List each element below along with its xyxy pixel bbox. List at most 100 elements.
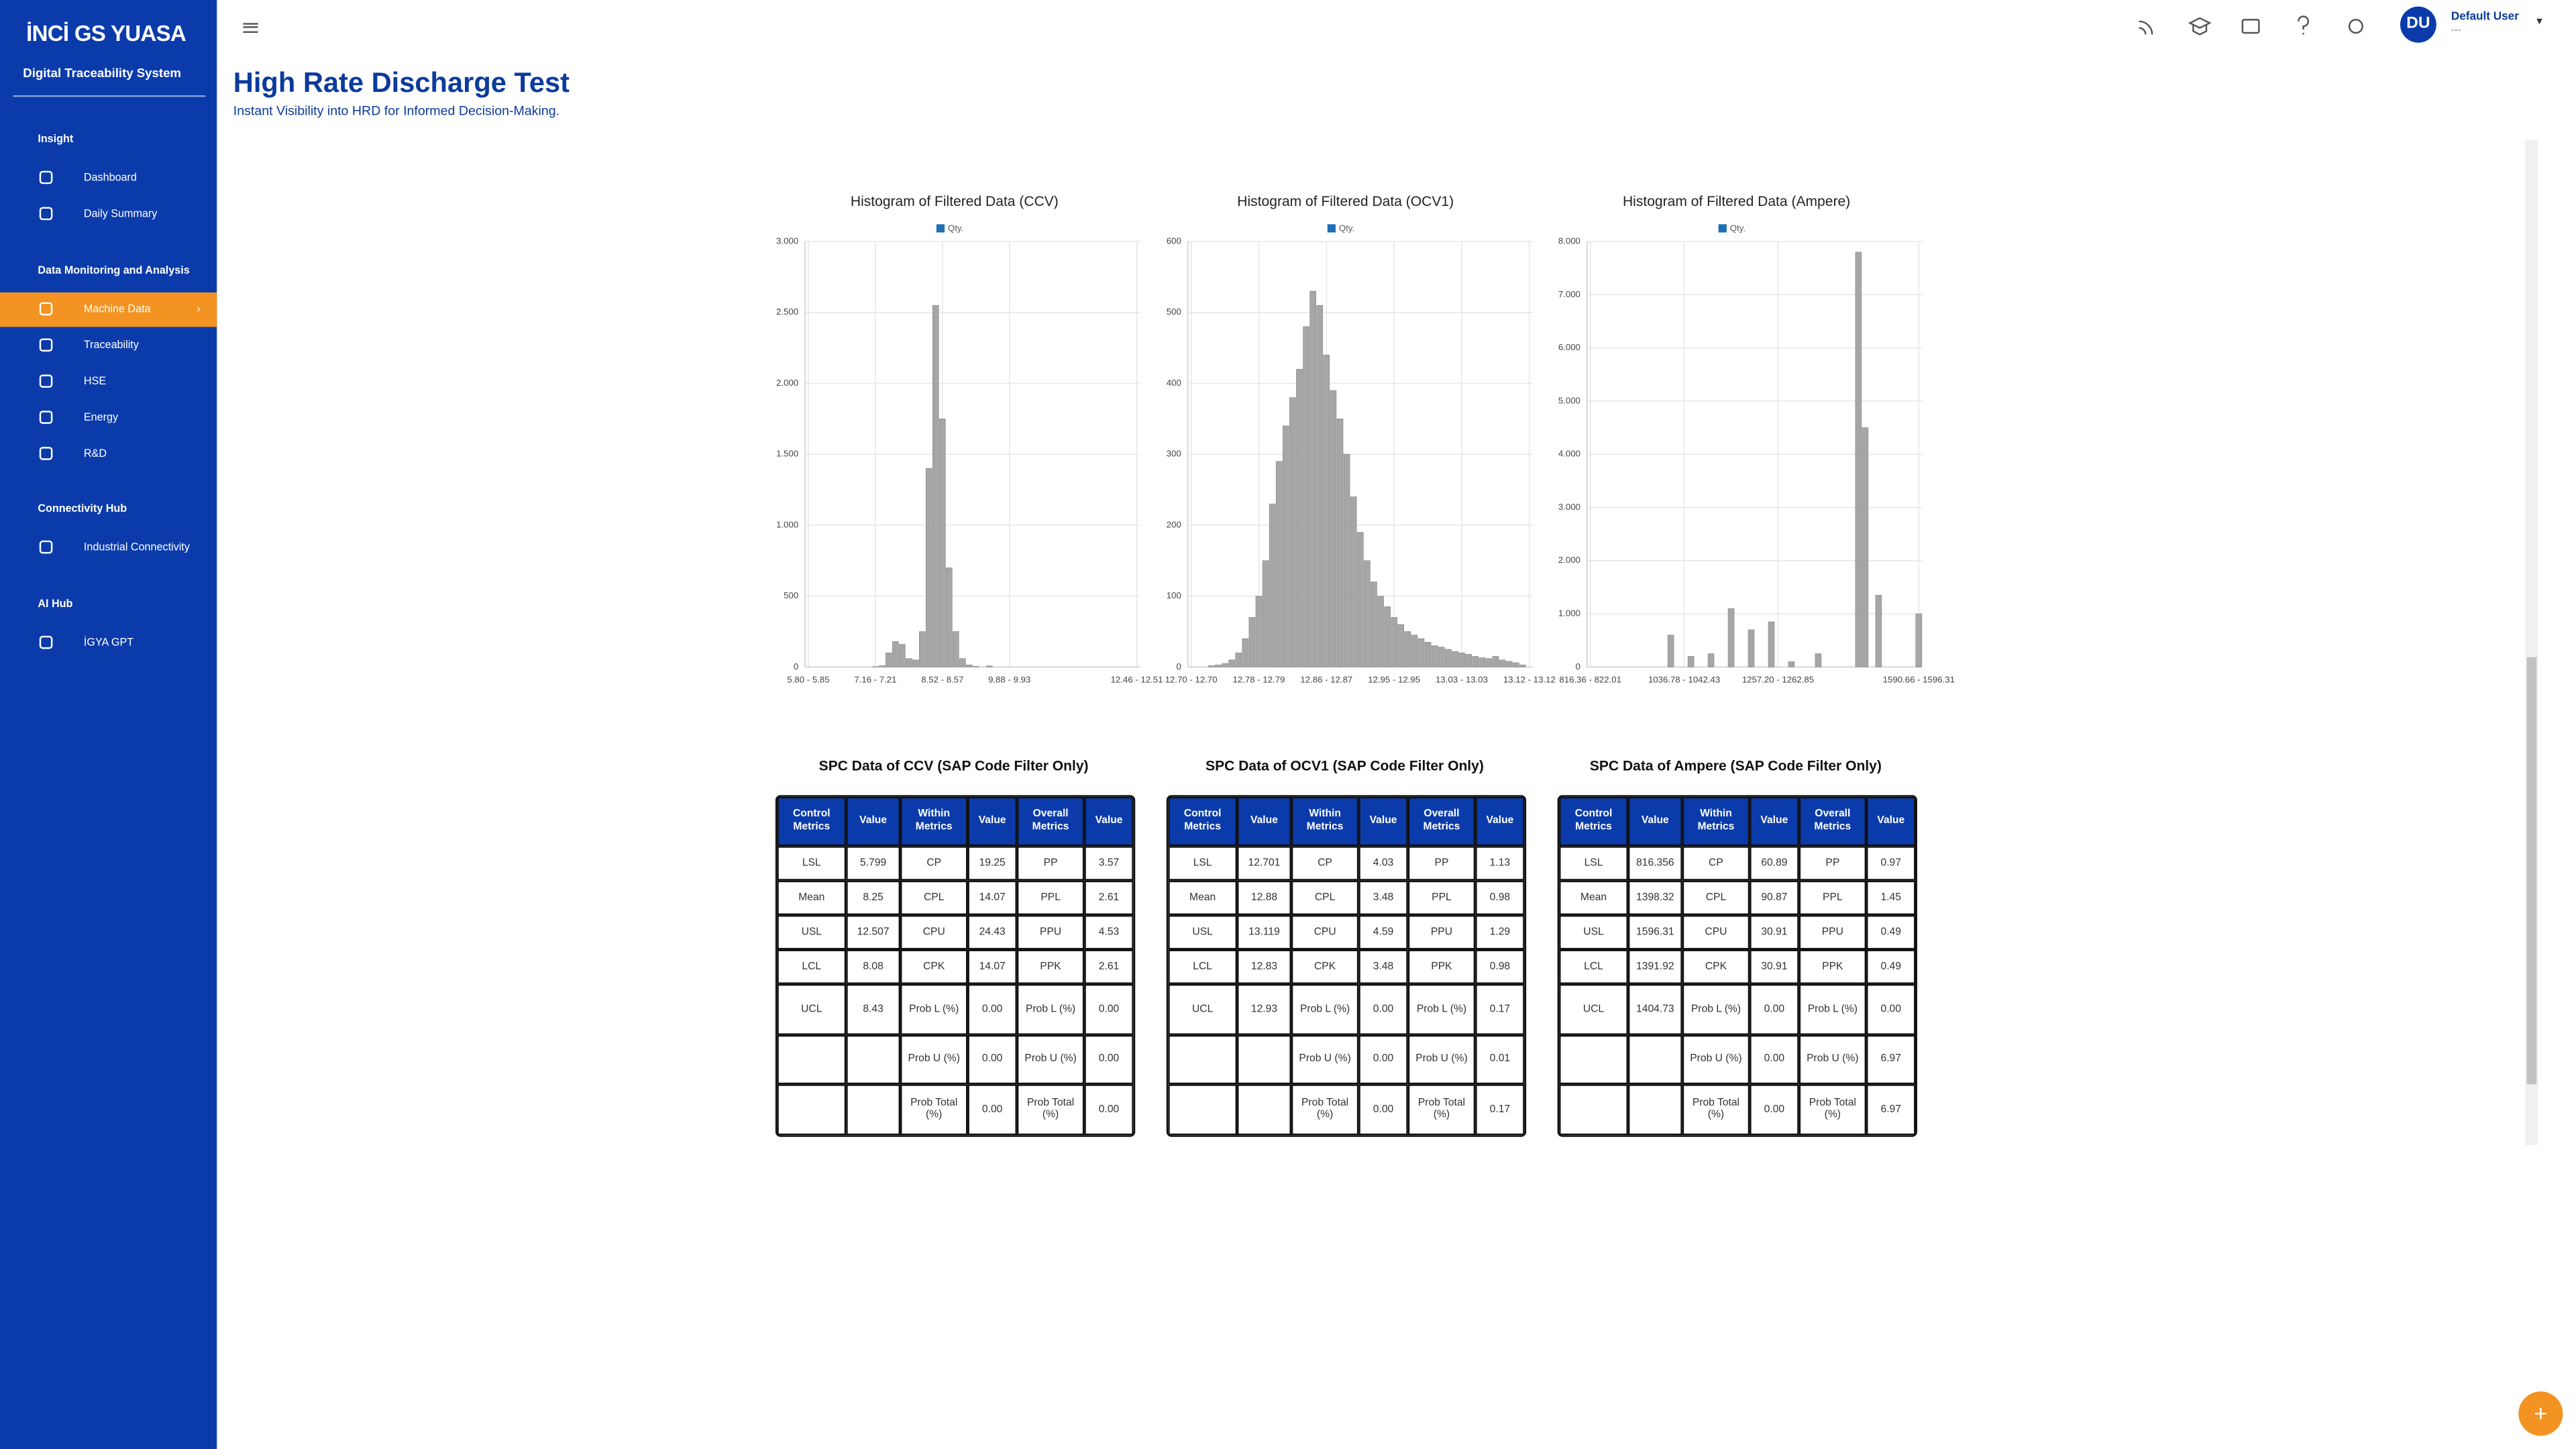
- bar: [1303, 326, 1309, 667]
- app-name: Digital Traceability System: [23, 65, 181, 81]
- table-cell: UCL: [1168, 983, 1238, 1034]
- x-tick-label: 8.52 - 8.57: [921, 674, 963, 684]
- table-row: LSL 5.799 CP 19.25 PP 3.57: [777, 846, 1134, 881]
- table-cell: 1.45: [1866, 880, 1916, 916]
- header-cell: Within Metrics: [1682, 796, 1750, 847]
- y-tick-label: 3.000: [776, 236, 798, 246]
- y-tick-label: 0: [1176, 661, 1181, 672]
- bar: [972, 665, 979, 667]
- table-row: LCL 12.83 CPK 3.48 PPK 0.98: [1168, 949, 1525, 984]
- bar: [1727, 608, 1735, 667]
- table-cell: 14.07: [967, 949, 1017, 984]
- news-icon[interactable]: [2241, 19, 2260, 34]
- chart-title: Histogram of Filtered Data (OCV1): [1237, 194, 1454, 209]
- table-cell: PP: [1799, 846, 1867, 881]
- table-cell: USL: [777, 915, 847, 950]
- table-cell: 30.91: [1750, 949, 1799, 984]
- table-cell: [1559, 1034, 1628, 1085]
- add-button[interactable]: +: [2518, 1391, 2563, 1436]
- table-cell: [777, 1084, 847, 1135]
- header-cell: Overall Metrics: [1016, 796, 1085, 847]
- menu-button[interactable]: [243, 19, 258, 34]
- table-cell: CP: [1291, 846, 1359, 881]
- bar: [1309, 290, 1317, 667]
- rss-icon[interactable]: [2139, 20, 2153, 35]
- nav-icon: [39, 337, 53, 351]
- table-cell: 1398.32: [1627, 880, 1682, 916]
- nav-item[interactable]: İGYA GPT: [0, 625, 217, 659]
- y-tick-label: 8.000: [1558, 236, 1580, 246]
- table-cell: 30.91: [1750, 915, 1799, 950]
- bar: [932, 305, 939, 667]
- table-cell: 60.89: [1750, 846, 1799, 881]
- table-cell: 0.00: [1084, 983, 1134, 1034]
- x-tick-label: 12.86 - 12.87: [1300, 674, 1352, 684]
- bar: [1667, 635, 1674, 667]
- table-cell: 3.48: [1358, 949, 1408, 984]
- table-cell: Prob U (%): [1407, 1034, 1476, 1085]
- table-cell: Prob Total (%): [900, 1084, 968, 1135]
- settings-icon[interactable]: [2348, 19, 2363, 34]
- bar: [1465, 653, 1472, 667]
- table-cell: CPL: [1291, 880, 1359, 916]
- y-tick-label: 3.000: [1558, 502, 1580, 512]
- y-tick-label: 1.000: [776, 519, 798, 529]
- table-cell: Prob Total (%): [1682, 1084, 1750, 1135]
- bar: [926, 468, 932, 667]
- x-tick-label: 13.03 - 13.03: [1436, 674, 1488, 684]
- table-row: Prob Total (%) 0.00 Prob Total (%) 0.00: [777, 1084, 1134, 1135]
- table-cell: 3.57: [1084, 846, 1134, 881]
- table-cell: Prob U (%): [1799, 1034, 1867, 1085]
- x-tick-label: 1036.78 - 1042.43: [1648, 674, 1720, 684]
- scrollbar[interactable]: [2525, 140, 2538, 1145]
- sidebar: İNCİ GS YUASA Digital Traceability Syste…: [0, 0, 217, 1449]
- table-cell: LCL: [777, 949, 847, 984]
- nav-item[interactable]: Dashboard: [0, 161, 217, 195]
- table-cell: 13.119: [1237, 915, 1291, 950]
- bar: [946, 567, 953, 667]
- nav-item[interactable]: Traceability: [0, 328, 217, 362]
- header-cell: Value: [1237, 796, 1291, 847]
- bar: [953, 631, 959, 667]
- bar: [1431, 645, 1438, 667]
- bar: [1391, 616, 1398, 667]
- bar: [1472, 656, 1479, 667]
- y-tick-label: 2.500: [776, 307, 798, 317]
- table-cell: 1391.92: [1627, 949, 1682, 984]
- table-cell: 12.88: [1237, 880, 1291, 916]
- nav-item[interactable]: Machine Data ›: [0, 291, 217, 327]
- table-row: Prob Total (%) 0.00 Prob Total (%) 0.17: [1168, 1084, 1525, 1135]
- y-tick-label: 0: [794, 661, 798, 672]
- nav-item[interactable]: Industrial Connectivity: [0, 531, 217, 565]
- nav-item[interactable]: R&D: [0, 436, 217, 470]
- learn-icon[interactable]: [2188, 17, 2212, 36]
- table-row: Prob U (%) 0.00 Prob U (%) 0.01: [1168, 1034, 1525, 1085]
- header-row: Control Metrics Value Within Metrics Value O…: [1168, 796, 1525, 847]
- table-cell: 0.00: [967, 1084, 1017, 1135]
- y-tick-label: 7.000: [1558, 289, 1580, 299]
- y-tick-label: 4.000: [1558, 449, 1580, 459]
- table-cell: 2.61: [1084, 880, 1134, 916]
- x-tick-label: 816.36 - 822.01: [1559, 674, 1621, 684]
- table-cell: CP: [900, 846, 968, 881]
- table-cell: PPK: [1799, 949, 1867, 984]
- table-cell: CPU: [900, 915, 968, 950]
- bar: [1499, 659, 1506, 667]
- user-name[interactable]: Default User: [2451, 11, 2519, 23]
- avatar[interactable]: DU: [2400, 6, 2436, 43]
- header-cell: Value: [1084, 796, 1134, 847]
- bar: [1445, 649, 1452, 667]
- bar: [1862, 427, 1869, 667]
- nav-item[interactable]: Energy: [0, 400, 217, 434]
- nav-label: İGYA GPT: [83, 636, 134, 649]
- table-cell: [1627, 1034, 1682, 1085]
- nav-item[interactable]: Daily Summary: [0, 197, 217, 231]
- bar: [912, 659, 919, 667]
- y-tick-label: 0: [1576, 661, 1580, 672]
- bar: [1492, 656, 1499, 667]
- nav-item[interactable]: HSE: [0, 364, 217, 398]
- bar: [1228, 659, 1236, 667]
- help-icon[interactable]: [2297, 15, 2310, 35]
- user-menu-chevron[interactable]: ▾: [2536, 16, 2542, 28]
- legend-label: Qty.: [1730, 223, 1746, 233]
